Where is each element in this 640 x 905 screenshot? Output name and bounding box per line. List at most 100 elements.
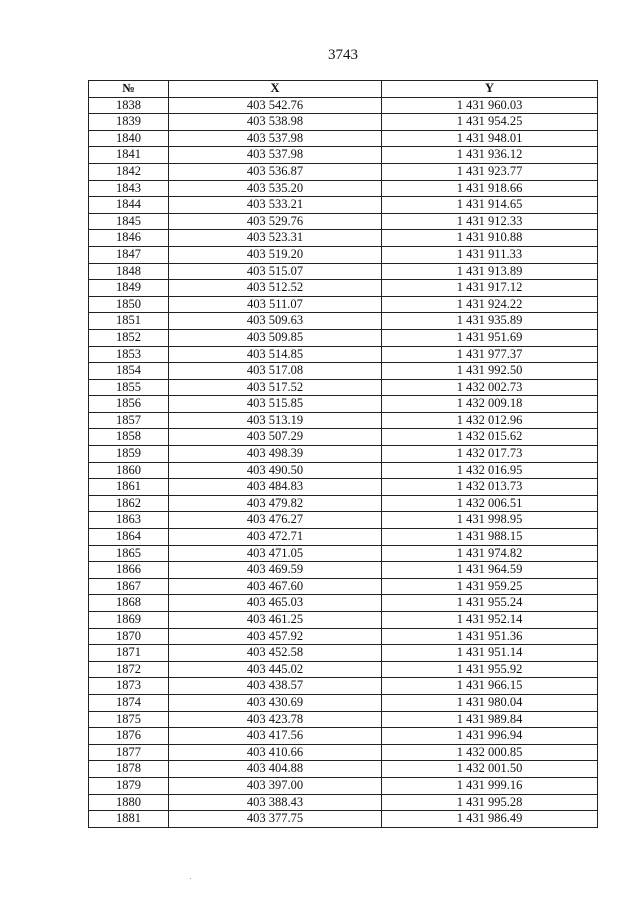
cell-y: 1 431 980.04: [381, 693, 598, 712]
cell-x: 403 519.20: [168, 245, 382, 264]
cell-y: 1 431 948.01: [381, 129, 598, 148]
cell-y: 1 432 006.51: [381, 494, 598, 513]
cell-x: 403 388.43: [168, 793, 382, 812]
cell-number: 1859: [88, 445, 169, 463]
cell-number: 1864: [88, 528, 169, 546]
cell-x: 403 452.58: [168, 644, 382, 662]
cell-x: 403 537.98: [168, 129, 382, 148]
cell-x: 403 515.07: [168, 262, 382, 281]
table-row: 1844 403 533.21 1 431 914.65: [88, 196, 598, 214]
table-row: 1848 403 515.07 1 431 913.89: [88, 262, 598, 281]
table-row: 1867 403 467.60 1 431 959.25: [88, 577, 598, 596]
cell-number: 1848: [88, 262, 169, 281]
cell-x: 403 514.85: [168, 345, 382, 364]
cell-number: 1863: [88, 511, 169, 530]
cell-x: 403 471.05: [168, 544, 382, 563]
cell-number: 1880: [88, 793, 169, 812]
table-row: 1869 403 461.25 1 431 952.14: [88, 611, 598, 629]
cell-number: 1879: [88, 776, 169, 795]
table-row: 1841 403 537.98 1 431 936.12: [88, 146, 598, 164]
table-row: 1880 403 388.43 1 431 995.28: [88, 793, 598, 812]
table-row: 1877 403 410.66 1 432 000.85: [88, 743, 598, 762]
cell-number: 1849: [88, 279, 169, 297]
cell-number: 1866: [88, 561, 169, 579]
cell-number: 1865: [88, 544, 169, 563]
table-row: 1876 403 417.56 1 431 996.94: [88, 727, 598, 745]
cell-number: 1869: [88, 611, 169, 629]
cell-x: 403 529.76: [168, 212, 382, 231]
cell-y: 1 431 952.14: [381, 611, 598, 629]
coordinates-table: № X Y 1838 403 542.76 1 431 960.03 1839 403 …: [88, 80, 598, 828]
cell-x: 403 537.98: [168, 146, 382, 164]
table-row: 1875 403 423.78 1 431 989.84: [88, 710, 598, 729]
cell-number: 1857: [88, 411, 169, 430]
cell-y: 1 431 951.36: [381, 627, 598, 646]
cell-y: 1 431 977.37: [381, 345, 598, 364]
cell-number: 1840: [88, 129, 169, 148]
cell-y: 1 431 999.16: [381, 776, 598, 795]
cell-number: 1873: [88, 677, 169, 695]
cell-number: 1856: [88, 395, 169, 413]
cell-x: 403 498.39: [168, 445, 382, 463]
cell-number: 1862: [88, 494, 169, 513]
cell-x: 403 517.08: [168, 362, 382, 380]
cell-y: 1 431 974.82: [381, 544, 598, 563]
table-row: 1863 403 476.27 1 431 998.95: [88, 511, 598, 530]
table-row: 1842 403 536.87 1 431 923.77: [88, 162, 598, 181]
cell-number: 1854: [88, 362, 169, 380]
cell-number: 1847: [88, 245, 169, 264]
table-row: 1865 403 471.05 1 431 974.82: [88, 544, 598, 563]
cell-x: 403 377.75: [168, 810, 382, 828]
cell-y: 1 431 936.12: [381, 146, 598, 164]
cell-x: 403 535.20: [168, 179, 382, 198]
table-row: 1840 403 537.98 1 431 948.01: [88, 129, 598, 148]
cell-x: 403 476.27: [168, 511, 382, 530]
cell-number: 1871: [88, 644, 169, 662]
cell-y: 1 431 912.33: [381, 212, 598, 231]
cell-x: 403 533.21: [168, 196, 382, 214]
cell-number: 1860: [88, 461, 169, 480]
cell-x: 403 536.87: [168, 162, 382, 181]
table-row: 1878 403 404.88 1 432 001.50: [88, 760, 598, 778]
cell-y: 1 432 015.62: [381, 428, 598, 447]
cell-y: 1 431 955.24: [381, 594, 598, 612]
cell-number: 1878: [88, 760, 169, 778]
table-row: 1860 403 490.50 1 432 016.95: [88, 461, 598, 480]
table-row: 1864 403 472.71 1 431 988.15: [88, 528, 598, 546]
cell-x: 403 472.71: [168, 528, 382, 546]
cell-y: 1 431 966.15: [381, 677, 598, 695]
cell-y: 1 431 917.12: [381, 279, 598, 297]
table-row: 1852 403 509.85 1 431 951.69: [88, 328, 598, 347]
table-row: 1868 403 465.03 1 431 955.24: [88, 594, 598, 612]
table-row: 1881 403 377.75 1 431 986.49: [88, 810, 598, 828]
table-row: 1871 403 452.58 1 431 951.14: [88, 644, 598, 662]
header-x: X: [168, 80, 382, 98]
cell-x: 403 538.98: [168, 113, 382, 131]
cell-x: 403 509.85: [168, 328, 382, 347]
table-row: 1857 403 513.19 1 432 012.96: [88, 411, 598, 430]
cell-y: 1 431 911.33: [381, 245, 598, 264]
cell-y: 1 432 013.73: [381, 478, 598, 496]
cell-number: 1850: [88, 295, 169, 314]
cell-y: 1 431 960.03: [381, 96, 598, 115]
cell-y: 1 432 001.50: [381, 760, 598, 778]
cell-x: 403 542.76: [168, 96, 382, 115]
cell-number: 1851: [88, 312, 169, 330]
cell-number: 1845: [88, 212, 169, 231]
cell-number: 1870: [88, 627, 169, 646]
cell-y: 1 431 988.15: [381, 528, 598, 546]
cell-x: 403 517.52: [168, 378, 382, 397]
cell-y: 1 431 951.14: [381, 644, 598, 662]
cell-y: 1 432 016.95: [381, 461, 598, 480]
cell-y: 1 432 002.73: [381, 378, 598, 397]
cell-y: 1 432 009.18: [381, 395, 598, 413]
table-row: 1838 403 542.76 1 431 960.03: [88, 96, 598, 115]
cell-y: 1 432 012.96: [381, 411, 598, 430]
cell-y: 1 431 951.69: [381, 328, 598, 347]
cell-x: 403 523.31: [168, 229, 382, 247]
cell-y: 1 431 918.66: [381, 179, 598, 198]
cell-number: 1872: [88, 660, 169, 679]
table-row: 1854 403 517.08 1 431 992.50: [88, 362, 598, 380]
cell-number: 1875: [88, 710, 169, 729]
cell-x: 403 484.83: [168, 478, 382, 496]
